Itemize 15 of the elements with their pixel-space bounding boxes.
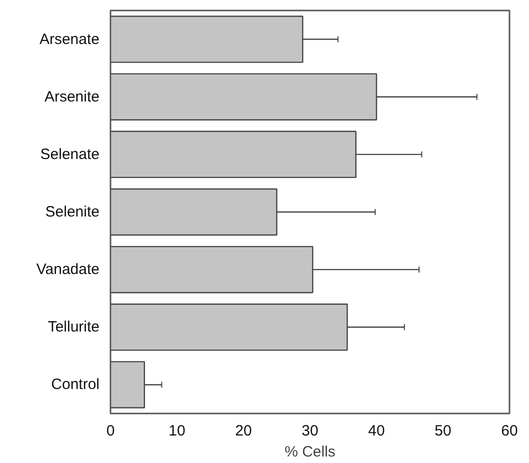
x-tick-label: 30 <box>302 422 318 440</box>
y-tick-label: Vanadate <box>36 261 100 278</box>
x-tick-label: 60 <box>501 422 518 440</box>
x-tick-label: 10 <box>168 422 186 440</box>
y-tick-label: Selenate <box>40 146 100 163</box>
y-tick-label: Tellurite <box>48 318 100 336</box>
y-tick-label: Arsenite <box>44 88 100 106</box>
x-axis-title: % Cells <box>284 444 336 460</box>
x-tick-label: 40 <box>368 422 385 440</box>
x-tick-label: 20 <box>235 422 252 440</box>
x-tick-label: 0 <box>106 422 115 440</box>
y-tick-label: Arsenate <box>39 30 100 48</box>
y-tick-label: Selenite <box>45 204 100 220</box>
x-tick-label: 50 <box>434 422 452 440</box>
y-tick-label: Control <box>51 376 100 394</box>
